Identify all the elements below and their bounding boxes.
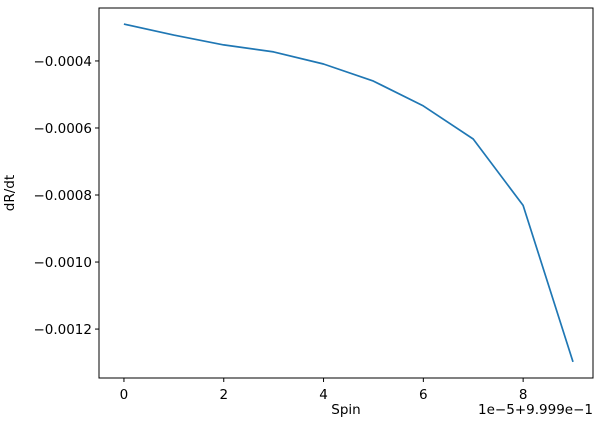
y-tick-labels: −0.0004 −0.0006 −0.0008 −0.0010 −0.0012 <box>33 54 92 338</box>
x-axis-offset-text: 1e−5+9.999e−1 <box>478 402 593 418</box>
line-series <box>123 23 574 363</box>
y-ticks <box>95 60 99 330</box>
x-tick-labels: 0 2 4 6 8 <box>120 387 528 403</box>
x-tick-label: 2 <box>219 387 228 403</box>
y-tick-label: −0.0008 <box>33 188 92 204</box>
axes-spines <box>98 7 594 379</box>
y-tick-label: −0.0012 <box>33 322 92 338</box>
plot-area-background <box>99 8 593 378</box>
y-axis-label: dR/dt <box>2 175 18 211</box>
y-tick-label: −0.0004 <box>33 54 92 70</box>
x-axis-label: Spin <box>331 402 360 418</box>
x-tick-label: 6 <box>419 387 428 403</box>
x-ticks <box>123 378 524 382</box>
x-tick-label: 4 <box>319 387 328 403</box>
y-tick-label: −0.0006 <box>33 121 92 137</box>
y-tick-label: −0.0010 <box>33 255 92 271</box>
x-tick-label: 8 <box>519 387 528 403</box>
x-tick-label: 0 <box>120 387 129 403</box>
